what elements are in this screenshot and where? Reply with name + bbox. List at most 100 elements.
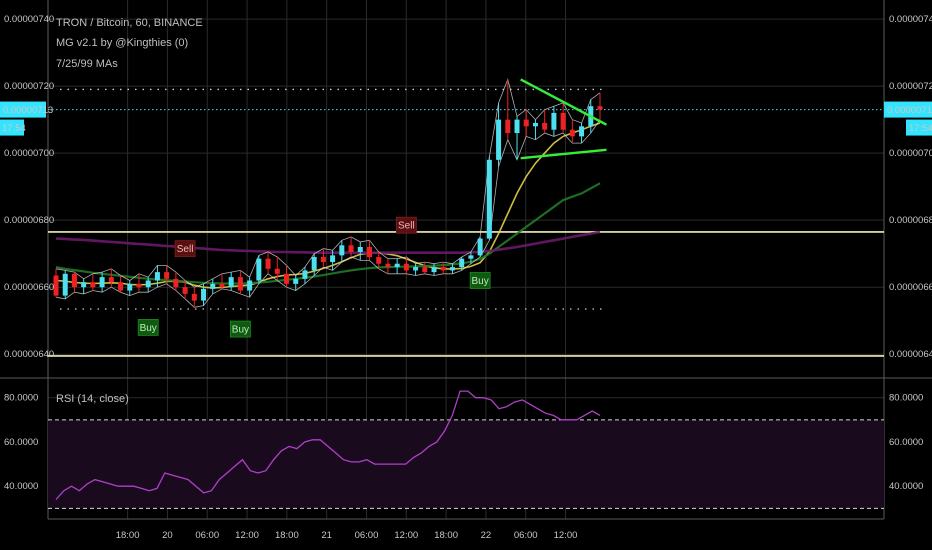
signal-box — [230, 320, 251, 338]
candle-body — [496, 119, 502, 160]
candle — [413, 263, 419, 276]
candle-body — [431, 267, 437, 273]
buy-signal: Buy — [230, 320, 251, 338]
signal-box — [469, 272, 491, 289]
price-badge-text: 0.00000713 — [887, 105, 932, 116]
moving-average-ma99 — [55, 230, 601, 254]
candle — [219, 273, 225, 289]
time-axis-label: 12:00 — [394, 530, 418, 541]
candle-body — [560, 112, 566, 130]
time-axis-label: 06:00 — [514, 530, 538, 541]
price-badge-box — [0, 101, 46, 118]
candle-body — [53, 275, 59, 296]
candle-body — [145, 280, 151, 288]
rsi-legend[interactable]: RSI (14, close) — [56, 393, 129, 405]
candle — [394, 258, 400, 274]
price-axis-label-left: 0.00000720 — [4, 81, 54, 92]
candle-body — [247, 280, 253, 291]
candle-body — [182, 287, 188, 294]
rsi-axis-label-left: 40.0000 — [4, 481, 38, 492]
time-axis-label: 18:00 — [434, 530, 458, 541]
price-axis-label-right: 0.00000720 — [889, 81, 932, 92]
price-axis-label-left: 0.00000740 — [4, 14, 54, 25]
rsi-axis-label-right: 60.0000 — [889, 437, 923, 448]
rsi-axis-label-right: 80.0000 — [889, 393, 923, 404]
candle-body — [228, 277, 234, 288]
candle — [90, 273, 96, 291]
candle — [357, 241, 363, 261]
signal-box — [137, 319, 159, 336]
signal-label: Sell — [177, 244, 194, 255]
candle-body — [302, 270, 308, 279]
candle-body — [320, 257, 326, 263]
candle — [468, 252, 474, 264]
candle — [247, 277, 253, 298]
candle — [164, 265, 170, 284]
candle-body — [219, 283, 225, 288]
candle-body — [403, 263, 409, 271]
candle-body — [366, 246, 372, 258]
candle — [265, 252, 271, 274]
candle — [274, 257, 280, 281]
candle-body — [237, 277, 243, 291]
rsi-line — [55, 390, 601, 500]
candle-body — [357, 246, 363, 252]
candle-body — [486, 159, 492, 239]
sell-signal: Sell — [174, 240, 196, 258]
candle-body — [569, 129, 575, 137]
candle — [256, 255, 262, 284]
candle — [330, 250, 336, 271]
candle — [366, 240, 372, 261]
candle — [431, 263, 437, 276]
current-price-badge-right: 0.00000713 17:54 — [884, 101, 932, 136]
candle — [477, 236, 483, 258]
candle-body — [293, 278, 299, 284]
time-axis-label: 18:00 — [275, 530, 299, 541]
price-axis-label-right: 0.00000640 — [889, 349, 932, 360]
candle — [403, 257, 409, 274]
candle-body — [154, 272, 160, 281]
symbol-legend[interactable]: TRON / Bitcoin, 60, BINANCE — [56, 17, 203, 29]
price-badge-text: 0.00000713 — [3, 105, 53, 116]
countdown-badge-text: 17:54 — [2, 123, 26, 134]
high-envelope-line — [55, 78, 601, 288]
price-axis-label-left: 0.00000680 — [4, 215, 54, 226]
time-axis-label: 06:00 — [195, 530, 219, 541]
time-axis-label: 21 — [321, 530, 332, 541]
price-badge-box — [884, 101, 932, 118]
candle — [339, 240, 345, 263]
buy-signal: Buy — [469, 272, 491, 289]
candle — [385, 258, 391, 274]
indicator-legend[interactable]: MG v2.1 by @Kingthies (0) — [56, 37, 189, 49]
candle-body — [284, 273, 290, 284]
signal-box — [395, 216, 417, 234]
candle-body — [440, 267, 446, 271]
candle-body — [339, 245, 345, 256]
candle-body — [108, 277, 114, 283]
candle — [523, 109, 529, 137]
candle-body — [99, 277, 105, 288]
candle-body — [173, 278, 179, 288]
candle-body — [413, 267, 419, 271]
candle-body — [201, 288, 207, 301]
signal-label: Buy — [140, 323, 157, 334]
candle-body — [551, 112, 557, 130]
candle — [210, 278, 216, 294]
rsi-axis-label-right: 40.0000 — [889, 481, 923, 492]
candle-body — [459, 258, 465, 268]
candle — [53, 268, 59, 298]
signal-label: Buy — [232, 325, 249, 336]
candle — [560, 102, 566, 134]
candle — [496, 102, 502, 167]
candle — [597, 92, 603, 120]
candle-body — [542, 122, 548, 130]
candle-body — [394, 263, 400, 268]
candle — [311, 253, 317, 276]
candle — [81, 278, 87, 294]
price-axis-label-right: 0.00000660 — [889, 282, 932, 293]
candle-body — [532, 122, 538, 127]
candle-body — [477, 238, 483, 256]
ma-legend[interactable]: 7/25/99 MAs — [56, 58, 118, 70]
